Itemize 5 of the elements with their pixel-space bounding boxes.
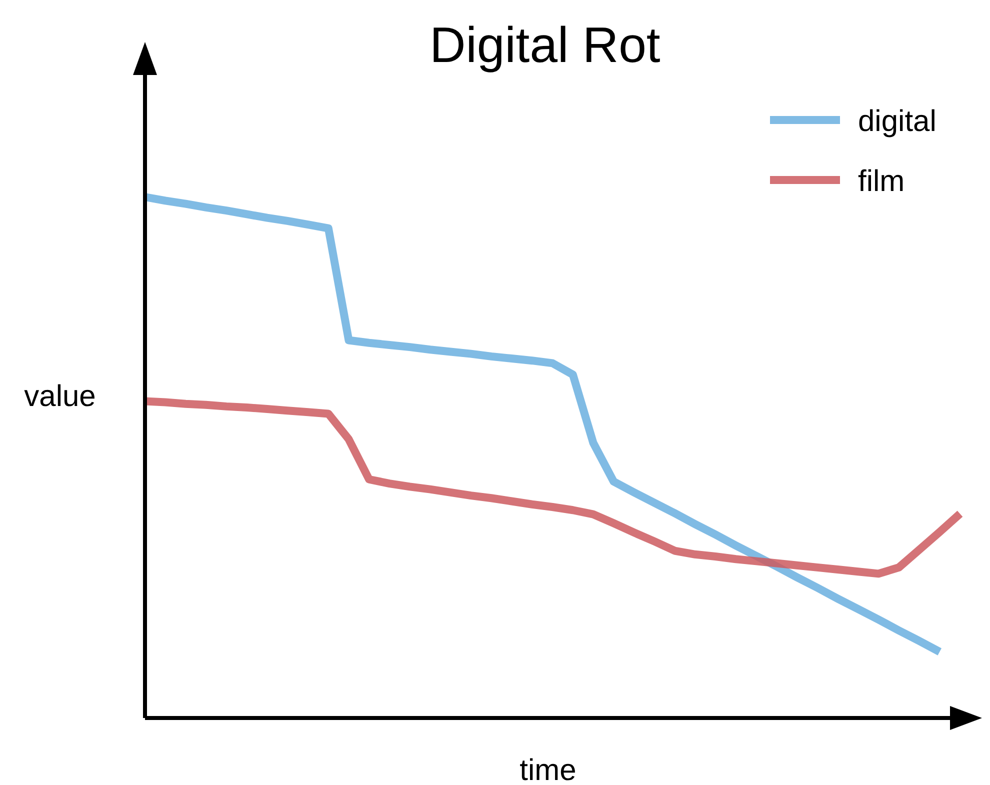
x-axis-title: time [520, 754, 576, 785]
legend-label: film [858, 165, 905, 198]
y-axis-title: value [24, 380, 96, 413]
legend-label: digital [858, 105, 936, 138]
chart-title: Digital Rot [430, 17, 660, 73]
